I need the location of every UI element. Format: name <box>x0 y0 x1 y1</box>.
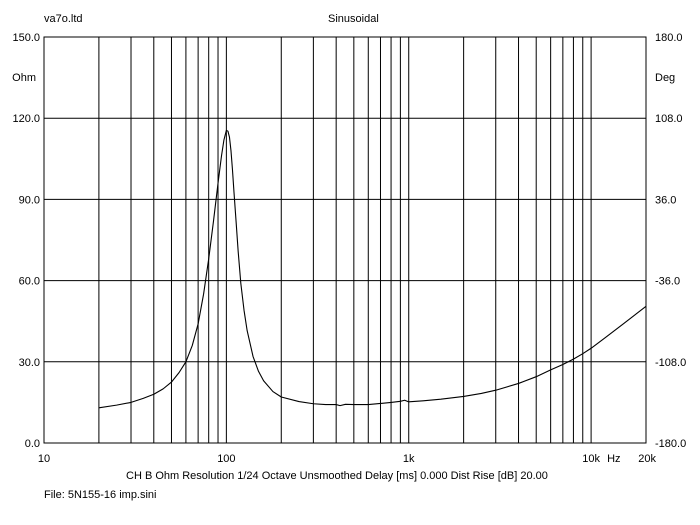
y-tick-label: 150.0 <box>12 32 40 44</box>
y2-tick-label: 108.0 <box>655 113 683 125</box>
y2-tick-label: 180.0 <box>655 32 683 44</box>
x-tick-label: 1k <box>403 453 415 465</box>
y-tick-label: 60.0 <box>19 276 40 288</box>
x-axis-unit: Hz <box>607 453 620 465</box>
x-tick-label: 100 <box>217 453 235 465</box>
chart-title: Sinusoidal <box>328 13 379 25</box>
tick-labels: 0.0 30.0 60.0 90.0 120.0 150.0 -180.0 -108.0 -36… <box>12 32 686 465</box>
y-tick-label: 30.0 <box>19 357 40 369</box>
y-axis-label: Ohm <box>12 72 36 84</box>
x-tick-label: 20k <box>638 453 656 465</box>
x-tick-label: 10k <box>582 453 600 465</box>
y2-axis-label: Deg <box>655 72 675 84</box>
footer-info: CH B Ohm Resolution 1/24 Octave Unsmooth… <box>126 470 548 482</box>
y2-tick-label: -36.0 <box>655 276 680 288</box>
series-layer <box>98 129 647 409</box>
y-tick-label: 120.0 <box>12 113 40 125</box>
grid-lines <box>44 37 646 443</box>
y-tick-label: 90.0 <box>19 194 40 206</box>
y2-tick-label: -108.0 <box>655 357 686 369</box>
plot-area <box>43 36 647 444</box>
chart-brand-label: va7o.ltd <box>44 13 83 25</box>
x-tick-label: 10 <box>38 453 50 465</box>
series-line-impedance <box>98 129 647 409</box>
y2-tick-label: -180.0 <box>655 438 686 450</box>
y2-tick-label: 36.0 <box>655 194 676 206</box>
y-tick-label: 0.0 <box>25 438 40 450</box>
footer-file: File: 5N155-16 imp.sini <box>44 489 157 501</box>
